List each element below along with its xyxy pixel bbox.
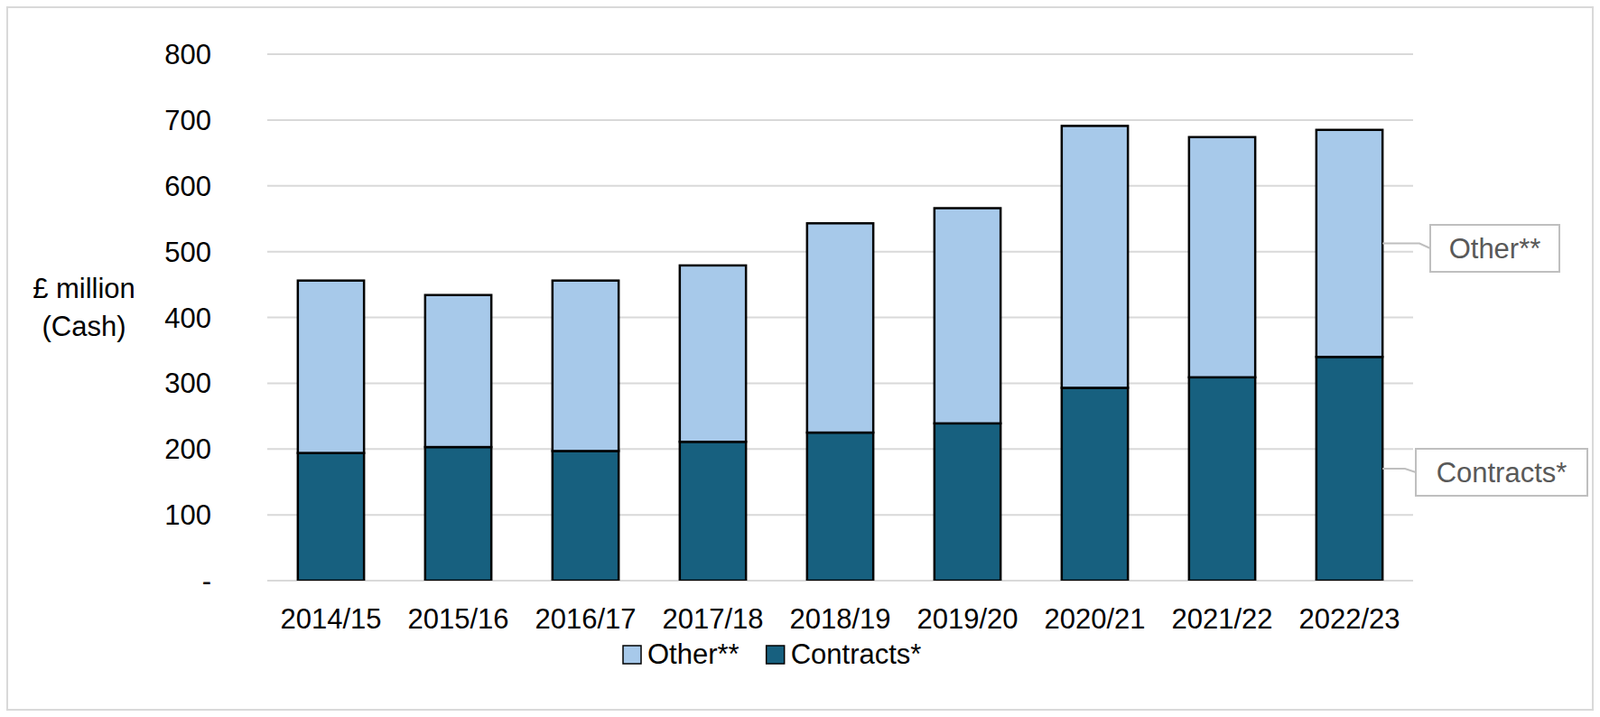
callout-label: Contracts* xyxy=(1436,456,1568,489)
legend-label: Contracts* xyxy=(790,638,922,670)
x-tick-label: 2020/21 xyxy=(1043,603,1145,635)
bar-segment xyxy=(1316,130,1383,357)
bar-segment xyxy=(552,450,619,581)
bar-segment xyxy=(679,265,746,442)
chart-svg: - 100 200 300 400 500 600 700 800 £ million (Cash)… xyxy=(0,0,1600,717)
x-tick-label: 2018/19 xyxy=(789,603,891,635)
bar-segment xyxy=(425,446,492,581)
y-axis-label-line: £ million xyxy=(32,272,136,305)
x-tick-label: 2017/18 xyxy=(661,603,763,635)
y-axis-label: £ million (Cash) xyxy=(32,272,136,343)
bar-segment xyxy=(552,280,619,452)
chart-container: - 100 200 300 400 500 600 700 800 £ million (Cash)… xyxy=(0,0,1600,717)
bar-segment xyxy=(1189,377,1256,581)
legend-swatch xyxy=(766,645,785,664)
y-tick-label: 600 xyxy=(164,170,212,203)
chart-border xyxy=(7,7,1593,710)
callout-label: Other** xyxy=(1449,232,1542,265)
bar-segment xyxy=(1061,125,1128,388)
legend-swatch xyxy=(623,645,642,664)
grid-line xyxy=(267,119,1414,121)
bar-segment xyxy=(1061,387,1128,581)
x-tick-label: 2015/16 xyxy=(407,603,509,635)
bar-segment xyxy=(807,223,874,433)
y-tick-label: - xyxy=(202,565,212,597)
y-tick-label: 800 xyxy=(164,38,212,71)
y-axis-label-line: (Cash) xyxy=(41,310,126,343)
y-tick-label: 700 xyxy=(164,104,212,137)
bar-segment xyxy=(425,295,492,447)
bar-segment xyxy=(1189,137,1256,378)
x-tick-label: 2022/23 xyxy=(1298,603,1400,635)
callout-box xyxy=(1430,224,1560,272)
bar-segment xyxy=(934,208,1001,424)
y-tick-label: 300 xyxy=(164,367,212,400)
callout-line xyxy=(1382,468,1416,473)
bar-segment xyxy=(297,280,364,454)
bars xyxy=(297,125,1383,581)
bar-segment xyxy=(934,423,1001,581)
x-tick-label: 2019/20 xyxy=(916,603,1018,635)
y-tick-label: 500 xyxy=(164,236,212,269)
grid-line xyxy=(267,53,1414,56)
y-tick-label: 400 xyxy=(164,302,212,335)
callout-line xyxy=(1382,243,1431,249)
x-tick-label: 2016/17 xyxy=(534,603,636,635)
y-tick-label: 200 xyxy=(164,433,212,466)
x-tick-label: 2014/15 xyxy=(279,603,382,635)
legend-label: Other** xyxy=(647,638,740,670)
bar-segment xyxy=(679,441,746,581)
y-tick-label: 100 xyxy=(164,499,212,531)
x-tick-label: 2021/22 xyxy=(1171,603,1273,635)
bar-segment xyxy=(807,432,874,581)
callout-box xyxy=(1415,448,1588,496)
bar-segment xyxy=(1316,356,1383,581)
bar-segment xyxy=(297,453,364,581)
